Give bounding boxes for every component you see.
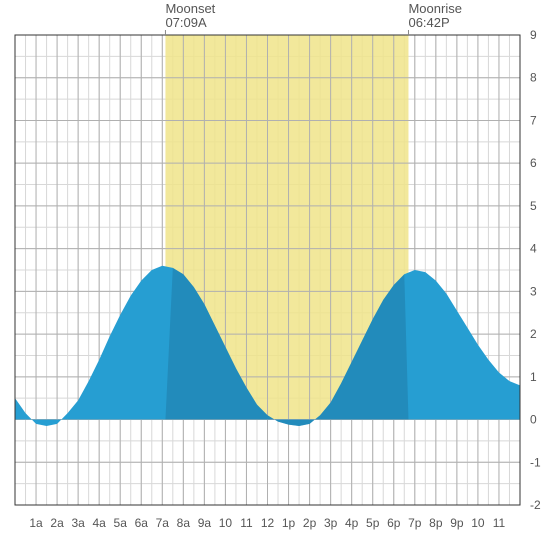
tide-chart: -2-101234567891a2a3a4a5a6a7a8a9a1011121p… [0,0,550,550]
x-tick-label: 4a [92,516,106,530]
y-tick-label: 4 [530,242,537,256]
y-tick-label: 3 [530,284,537,298]
x-tick-label: 7p [408,516,422,530]
x-tick-label: 6p [387,516,401,530]
annotation-label: Moonrise [408,1,461,16]
annotation-label: Moonset [165,1,215,16]
x-tick-label: 3a [71,516,85,530]
x-tick-label: 11 [493,516,506,530]
x-tick-label: 2p [303,516,317,530]
x-tick-label: 9p [450,516,464,530]
y-tick-label: 5 [530,199,537,213]
chart-svg: -2-101234567891a2a3a4a5a6a7a8a9a1011121p… [0,0,550,550]
x-tick-label: 5a [114,516,128,530]
y-tick-label: -2 [530,498,541,512]
y-tick-label: 6 [530,156,537,170]
y-tick-label: 8 [530,71,537,85]
x-tick-label: 6a [135,516,149,530]
x-tick-label: 3p [324,516,338,530]
y-tick-label: 1 [530,370,537,384]
x-tick-label: 1a [29,516,43,530]
x-tick-label: 1p [282,516,296,530]
x-tick-label: 9a [198,516,212,530]
y-tick-label: -1 [530,455,541,469]
x-tick-label: 8p [429,516,443,530]
y-tick-label: 2 [530,327,537,341]
x-tick-label: 8a [177,516,191,530]
y-tick-label: 7 [530,113,537,127]
annotation-time: 06:42P [408,15,449,30]
x-tick-label: 5p [366,516,380,530]
x-tick-label: 10 [219,516,233,530]
annotation-time: 07:09A [165,15,207,30]
y-tick-label: 9 [530,28,537,42]
x-tick-label: 12 [261,516,275,530]
y-tick-label: 0 [530,413,537,427]
x-tick-label: 10 [471,516,485,530]
x-tick-label: 11 [240,516,253,530]
x-tick-label: 2a [50,516,64,530]
x-tick-label: 4p [345,516,359,530]
x-tick-label: 7a [156,516,170,530]
